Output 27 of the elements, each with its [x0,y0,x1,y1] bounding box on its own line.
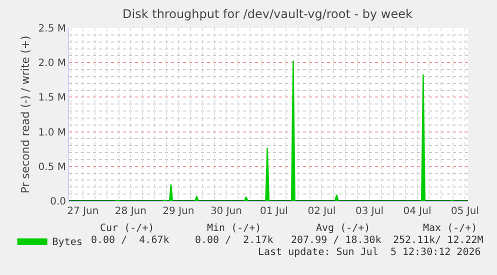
text: Avg (-/+) [316,223,370,234]
x-tick-label: 04 Jul [403,206,432,217]
text: 0.00 / 2.17k [195,235,274,246]
y-tick-label: 2.5 M [38,24,66,34]
x-tick-label: 27 Jun [67,206,99,217]
text: Min (-/+) [207,223,262,234]
x-tick-label: 01 Jul [260,206,288,217]
x-tick-label: 28 Jun [114,206,146,217]
x-tick-label: 03 Jul [356,206,384,217]
text: 0.00 / 4.67k [91,235,170,246]
x-tick-label: 30 Jun [210,206,242,217]
y-tick-label: 1.0 M [38,127,66,138]
y-tick-label: 0.0 [50,196,66,208]
x-tick-label: 02 Jul [308,206,336,217]
text: 252.11k/ 12.22M [393,235,484,246]
legend-label: Bytes [52,236,82,248]
y-tick-label: 0.5 M [38,162,66,173]
x-tick-label: 29 Jun [162,206,194,217]
y-tick-label: 2.0 M [38,58,66,70]
chart-title: Disk throughput for /dev/vault-vg/root - by week [122,7,413,22]
text: Last update: Sun Jul 5 12:30:12 2026 [258,247,481,258]
x-tick-label: 05 Jul [451,206,479,217]
y-tick-label: 1.5 M [38,92,66,104]
text: Cur (-/+) [100,223,154,234]
text: 207.99 / 18.30k [291,235,382,246]
text: Max (-/+) [423,223,478,234]
y-axis-title: Pr second read (-) / write (+) [18,36,32,194]
